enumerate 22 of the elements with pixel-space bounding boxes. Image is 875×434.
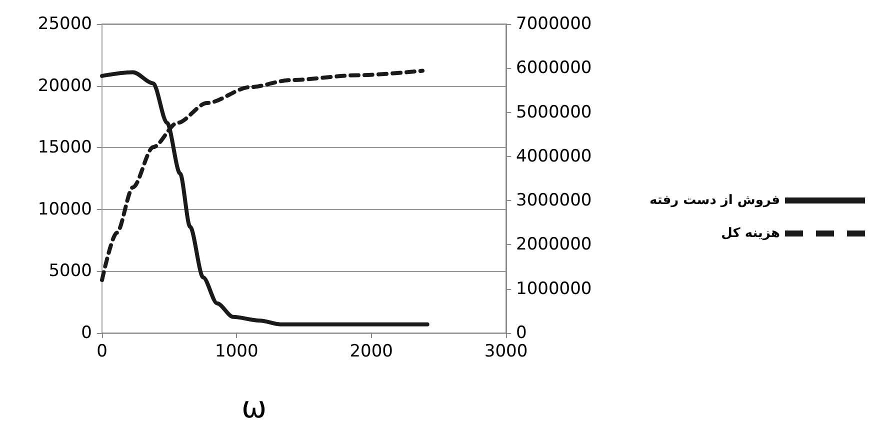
y-tick-label: 20000	[38, 76, 92, 96]
legend-label: فروش از دست رفته	[649, 193, 780, 208]
y2-tick-label: 1000000	[516, 278, 592, 299]
x-tick-label: 1000	[215, 342, 258, 362]
y-tick-label: 25000	[38, 14, 92, 34]
y-tick-label: 15000	[38, 138, 92, 158]
y2-tick-label: 7000000	[516, 14, 592, 34]
y2-tick-label: 5000000	[516, 102, 592, 122]
x-axis-title: ω	[241, 390, 267, 426]
x-tick-label: 2000	[350, 342, 393, 362]
x-tick-label: 3000	[484, 342, 528, 362]
y2-tick-label: 6000000	[516, 58, 592, 78]
legend-label: هزینه کل	[721, 226, 780, 241]
y2-tick-label: 0	[516, 323, 527, 343]
y-tick-label: 10000	[38, 199, 92, 220]
y-tick-label: 0	[81, 323, 92, 343]
x-tick-label: 0	[96, 342, 108, 362]
line-series	[100, 70, 430, 326]
y2-tick-label: 3000000	[516, 190, 592, 211]
y2-tick-label: 2000000	[516, 234, 592, 255]
y2-tick-label: 4000000	[516, 146, 592, 166]
y-tick-label: 5000	[48, 261, 92, 282]
